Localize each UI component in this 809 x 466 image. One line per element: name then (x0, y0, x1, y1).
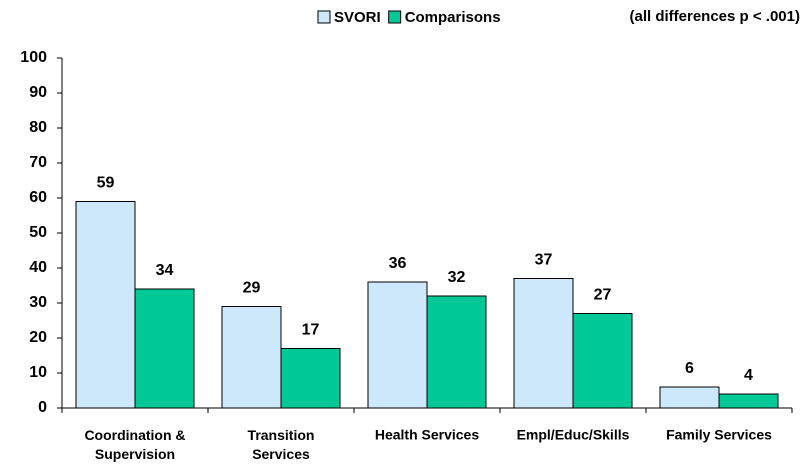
y-tick-label: 30 (29, 294, 47, 311)
data-label: 17 (302, 322, 320, 339)
bar (367, 281, 428, 409)
y-tick-label: 80 (29, 119, 47, 136)
legend-label: SVORI (334, 9, 381, 26)
y-tick-label: 70 (29, 154, 47, 171)
y-tick-label: 60 (29, 189, 47, 206)
y-tick-label: 10 (29, 364, 47, 381)
data-label: 37 (535, 252, 553, 269)
y-tick-label: 90 (29, 84, 47, 101)
y-tick-label: 0 (38, 399, 47, 416)
x-tick-label: Health Services (375, 427, 479, 443)
bar (221, 306, 282, 409)
bar (718, 393, 779, 409)
x-tick-label: Empl/Educ/Skills (517, 427, 630, 443)
y-tick-label: 40 (29, 259, 47, 276)
data-label: 36 (389, 255, 407, 272)
annotation: (all differences p < .001) (630, 8, 801, 25)
data-label: 4 (744, 367, 753, 384)
data-label: 29 (243, 280, 261, 297)
legend-swatch (388, 10, 402, 24)
x-tick-label: Transition Services (248, 427, 315, 462)
y-tick-label: 20 (29, 329, 47, 346)
bar (75, 201, 136, 409)
bar (513, 278, 574, 409)
x-tick-label: Coordination & Supervision (84, 427, 185, 462)
x-tick-label: Family Services (666, 427, 772, 443)
legend-swatch (317, 10, 331, 24)
bar (659, 386, 720, 409)
y-tick-label: 50 (29, 224, 47, 241)
data-label: 6 (685, 360, 694, 377)
legend-label: Comparisons (405, 9, 501, 26)
bar (134, 288, 195, 409)
bar (572, 313, 633, 409)
data-label: 59 (97, 175, 115, 192)
y-tick-label: 100 (20, 49, 47, 66)
data-label: 32 (448, 269, 466, 286)
data-label: 27 (594, 287, 612, 304)
data-label: 34 (156, 262, 174, 279)
bar (426, 295, 487, 409)
bar (280, 348, 341, 409)
